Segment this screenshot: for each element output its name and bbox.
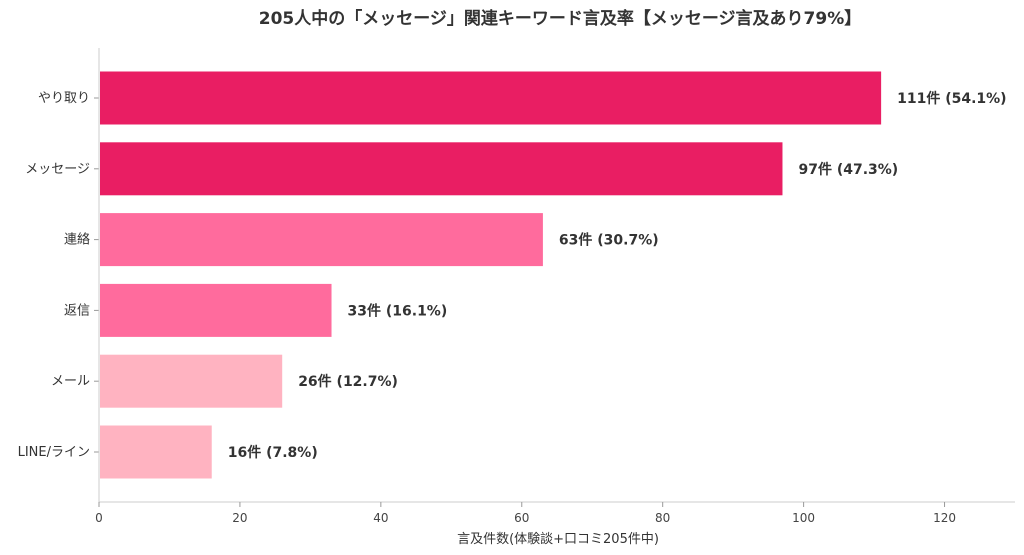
data-label: 111件 (54.1%): [897, 90, 1006, 107]
category-label: メッセージ: [25, 162, 90, 177]
category-label: 連絡: [64, 232, 90, 248]
data-labels: 111件 (54.1%) 97件 (47.3%) 63件 (30.7%) 33件 (1…: [228, 90, 1007, 461]
bar-3: [100, 213, 543, 267]
data-label: 26件 (12.7%): [298, 373, 398, 390]
bar-5: [100, 354, 283, 408]
data-label: 16件 (7.8%): [228, 444, 318, 461]
bar-2: [100, 142, 783, 196]
x-tick-label: 120: [933, 511, 956, 525]
data-label: 97件 (47.3%): [798, 161, 898, 178]
x-tick-label: 20: [232, 511, 247, 525]
category-label: やり取り: [38, 91, 90, 106]
bar-6: [100, 425, 212, 479]
category-label: LINE/ライン: [18, 445, 90, 460]
bars-group: [100, 71, 882, 479]
data-label: 33件 (16.1%): [348, 302, 448, 319]
bar-4: [100, 283, 332, 337]
x-tick-label: 40: [373, 511, 388, 525]
x-axis-label: 言及件数(体験談+口コミ205件中): [457, 531, 659, 547]
x-tick-label: 80: [655, 511, 670, 525]
x-axis: 0 20 40 60 80 100 120: [95, 501, 1015, 525]
x-tick-label: 100: [792, 511, 815, 525]
category-label: メール: [51, 374, 90, 389]
bar-1: [100, 71, 882, 125]
chart-title: 205人中の「メッセージ」関連キーワード言及率【メッセージ言及あり79%】: [259, 8, 862, 29]
x-tick-label: 60: [514, 511, 529, 525]
category-label: 返信: [64, 303, 90, 318]
x-tick-label: 0: [95, 511, 103, 525]
data-label: 63件 (30.7%): [559, 232, 659, 249]
